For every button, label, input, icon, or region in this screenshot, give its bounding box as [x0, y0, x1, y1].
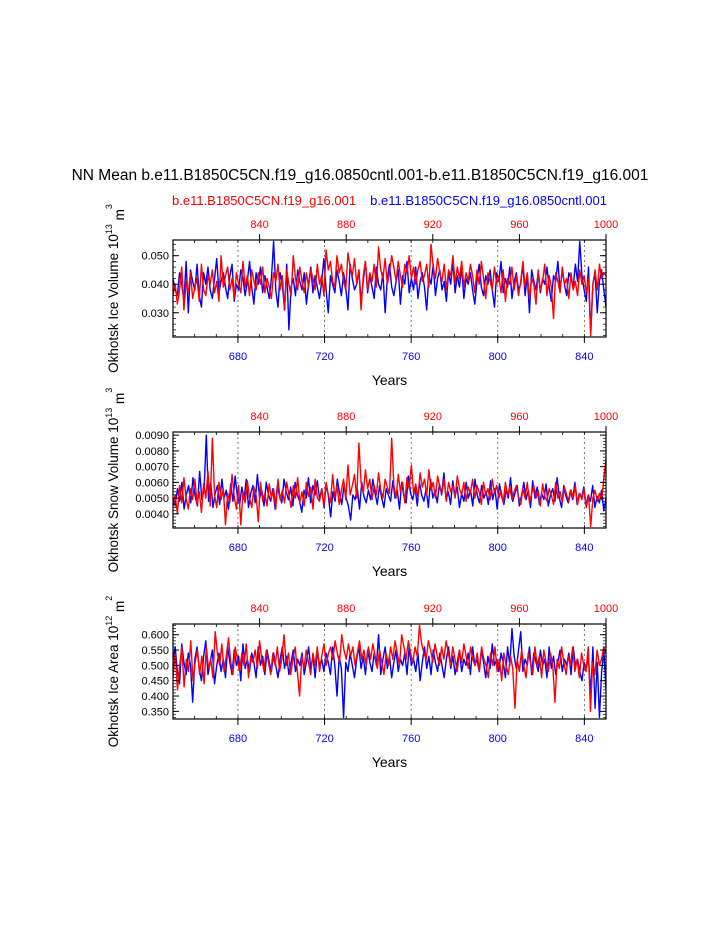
x-axis-title: Years — [372, 754, 407, 770]
x-tick-label: 760 — [402, 351, 420, 363]
y-tick-label: 0.450 — [141, 676, 169, 688]
x-tick-label: 800 — [489, 542, 507, 554]
x-tick-label: 680 — [229, 733, 247, 745]
y-axis-title-part: 3 — [104, 388, 114, 393]
x-top-tick-label: 960 — [510, 219, 528, 231]
x-top-tick-label: 880 — [337, 411, 355, 423]
x-top-tick-label: 1000 — [594, 411, 618, 423]
y-axis-title-part: 13 — [104, 224, 114, 234]
y-tick-label: 0.0070 — [135, 462, 169, 474]
x-tick-label: 680 — [229, 351, 247, 363]
y-tick-label: 0.0050 — [135, 493, 169, 505]
x-top-tick-label: 840 — [250, 219, 268, 231]
y-tick-label: 0.030 — [141, 308, 169, 320]
y-tick-label: 0.0060 — [135, 477, 169, 489]
x-top-tick-label: 1000 — [594, 603, 618, 615]
x-top-tick-label: 920 — [424, 411, 442, 423]
legend-blue-case: b.e11.B1850C5CN.f19_g16.0850cntl.001 — [370, 193, 607, 208]
x-axis-title: Years — [372, 372, 407, 388]
y-tick-label: 0.550 — [141, 645, 169, 657]
x-tick-label: 680 — [229, 542, 247, 554]
y-tick-label: 0.400 — [141, 691, 169, 703]
y-tick-label: 0.600 — [141, 630, 169, 642]
y-axis-title-part: 13 — [104, 408, 114, 418]
y-tick-label: 0.350 — [141, 706, 169, 718]
y-axis-title-part: 12 — [104, 616, 114, 626]
y-tick-label: 0.0040 — [135, 509, 169, 521]
y-axis-title: Okhotsk Ice Area 1012 m2 — [104, 596, 127, 748]
y-tick-label: 0.050 — [141, 251, 169, 263]
x-top-tick-label: 880 — [337, 603, 355, 615]
y-axis-title-part: m — [112, 393, 127, 408]
x-tick-label: 760 — [402, 733, 420, 745]
y-tick-label: 0.040 — [141, 279, 169, 291]
y-tick-label: 0.0080 — [135, 446, 169, 458]
x-tick-label: 840 — [575, 733, 593, 745]
x-tick-label: 800 — [489, 351, 507, 363]
y-axis-title: Okhotsk Snow Volume 1013 m3 — [104, 388, 127, 573]
y-tick-label: 0.500 — [141, 660, 169, 672]
panel-volume: 680 720 760 800 840 840 880 920 960 1000 0.030 0.04… — [104, 204, 618, 388]
x-top-tick-label: 960 — [510, 603, 528, 615]
x-tick-label: 720 — [315, 351, 333, 363]
x-top-tick-label: 960 — [510, 411, 528, 423]
x-top-tick-label: 920 — [424, 219, 442, 231]
x-tick-label: 840 — [575, 542, 593, 554]
y-axis-title-part: 3 — [104, 204, 114, 209]
x-tick-label: 760 — [402, 542, 420, 554]
y-axis-title-part: m — [112, 601, 127, 616]
y-axis-title-part: Okhotsk Ice Area 10 — [106, 626, 121, 748]
x-top-tick-label: 840 — [250, 411, 268, 423]
series-line-red — [173, 437, 606, 528]
y-axis-title-part: Okhotsk Snow Volume 10 — [106, 418, 121, 573]
series-line-red — [173, 624, 606, 713]
x-top-tick-label: 880 — [337, 219, 355, 231]
x-tick-label: 840 — [575, 351, 593, 363]
y-axis-title: Okhotsk Ice Volume 1013 m3 — [104, 204, 127, 373]
y-axis-title-part: m — [112, 209, 127, 224]
y-axis-title-part: Okhotsk Ice Volume 10 — [106, 234, 121, 373]
x-top-tick-label: 920 — [424, 603, 442, 615]
x-axis-title: Years — [372, 563, 407, 579]
x-top-tick-label: 840 — [250, 603, 268, 615]
chart-title: NN Mean b.e11.B1850C5CN.f19_g16.0850cntl… — [72, 167, 649, 184]
series-line-blue — [173, 240, 606, 334]
y-axis-title-part: 2 — [104, 596, 114, 601]
series-line-red — [173, 243, 606, 337]
x-tick-label: 720 — [315, 542, 333, 554]
panel-snow: 680 720 760 800 840 840 880 920 960 1000 0.0040 0.0… — [104, 388, 618, 579]
y-tick-label: 0.0090 — [135, 430, 169, 442]
legend-red-case: b.e11.B1850C5CN.f19_g16.001 — [172, 193, 356, 208]
x-tick-label: 800 — [489, 733, 507, 745]
panel-area: 680 720 760 800 840 840 880 920 960 1000 0.350 0.40… — [104, 596, 618, 770]
x-top-tick-label: 1000 — [594, 219, 618, 231]
x-tick-label: 720 — [315, 733, 333, 745]
